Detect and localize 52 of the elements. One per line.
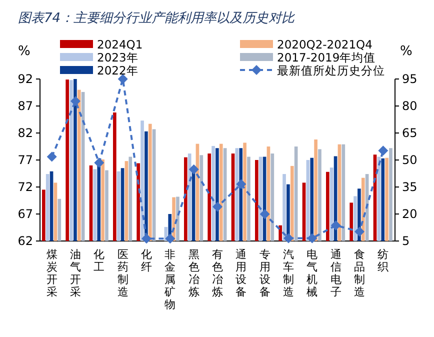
x-tick-label: 有色冶炼 xyxy=(212,248,223,298)
x-tick-label: 油气开采 xyxy=(70,248,81,298)
y2-tick-label: 20 xyxy=(402,207,418,221)
y-tick-label: 92 xyxy=(18,72,33,86)
y2-axis-title: % xyxy=(400,44,412,59)
point xyxy=(70,96,80,106)
point xyxy=(307,233,318,244)
x-tick-label: 专用设备 xyxy=(259,248,270,298)
point xyxy=(284,233,294,244)
point xyxy=(188,164,199,174)
point xyxy=(212,202,222,212)
y2-tick-label: 5 xyxy=(402,234,410,248)
chart-title: 图表74：主要细分行业产能利用率以及历史对比 xyxy=(18,10,296,26)
y-tick-label: 62 xyxy=(18,234,33,248)
y2-tick-label: 35 xyxy=(402,180,418,194)
point xyxy=(94,158,104,168)
point xyxy=(378,146,388,156)
x-tick-label: 黑色冶炼 xyxy=(188,248,200,298)
x-tick-label: 医药制造 xyxy=(117,248,128,298)
x-tick-label: 电气机械 xyxy=(306,248,318,298)
y-tick-label: 82 xyxy=(18,126,33,140)
y-tick-label: 77 xyxy=(18,153,33,167)
legend-label: 2023年 xyxy=(97,50,138,64)
x-tick-label: 通用设备 xyxy=(236,248,247,298)
x-tick-label: 非金属矿物 xyxy=(164,248,176,311)
y-axis-title: % xyxy=(18,44,30,59)
x-tick-label: 煤炭开采 xyxy=(46,248,58,298)
x-tick-label: 纺织 xyxy=(378,248,389,274)
point xyxy=(142,234,152,244)
x-tick-label: 汽车制造 xyxy=(283,248,294,298)
x-tick-label: 化工 xyxy=(94,248,105,274)
x-tick-label: 通信电子 xyxy=(330,248,342,298)
point xyxy=(260,209,270,220)
y-tick-label: 72 xyxy=(18,180,33,194)
y2-tick-label: 80 xyxy=(402,99,418,113)
point xyxy=(236,179,246,190)
y-tick-label: 87 xyxy=(18,99,33,113)
legend-label: 2020Q2-2021Q4 xyxy=(277,38,372,52)
y-tick-label: 67 xyxy=(18,207,33,221)
point xyxy=(46,152,57,162)
y2-tick-label: 50 xyxy=(402,153,418,167)
point xyxy=(330,220,341,230)
y2-tick-label: 95 xyxy=(402,72,418,86)
legend-label: 最新值所处历史分位 xyxy=(277,64,385,78)
legend-label: 2024Q1 xyxy=(97,38,143,52)
legend-label: 2022年 xyxy=(97,64,138,78)
x-tick-label: 食品制造 xyxy=(354,248,365,298)
legend-label: 2017-2019年均值 xyxy=(277,50,376,64)
y2-tick-label: 65 xyxy=(402,126,418,140)
point xyxy=(354,226,364,237)
x-tick-label: 化纤 xyxy=(141,248,152,274)
point xyxy=(165,234,176,244)
